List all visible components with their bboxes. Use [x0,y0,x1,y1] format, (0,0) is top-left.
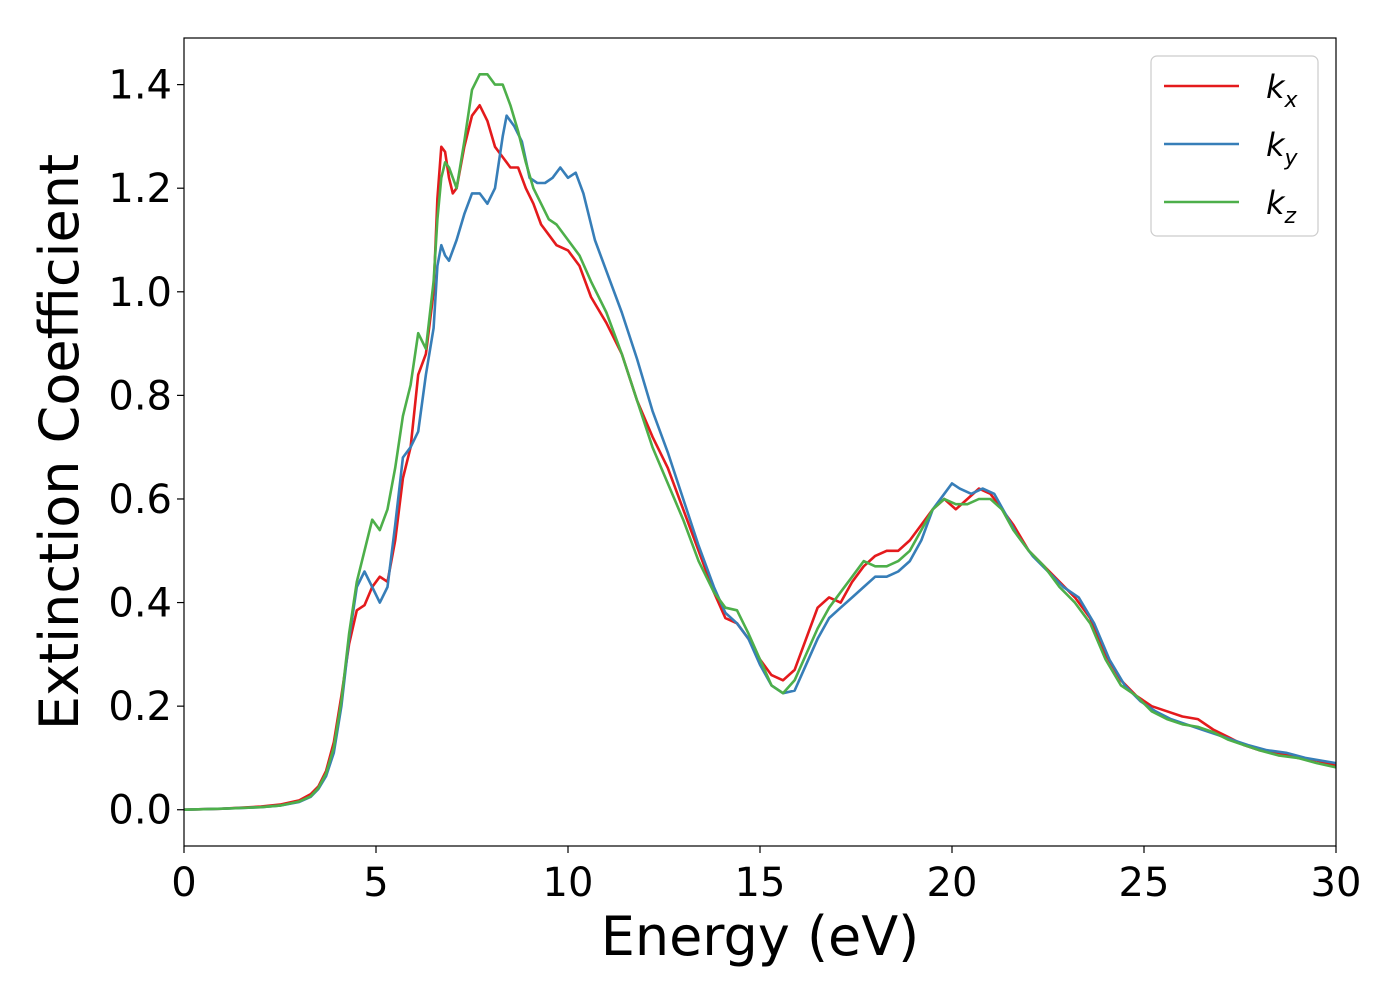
x-tick-label: 10 [543,860,594,906]
series-line-kz [183,73,1337,811]
y-axis-title: Extinction Coefficient [28,154,91,730]
legend-label-main: k [1266,68,1286,106]
x-axis: 0 5 10 15 20 25 30 [171,846,1361,906]
y-tick-label: 0.0 [108,788,172,834]
x-tick-label: 30 [1311,860,1362,906]
legend-label-sub: x [1284,88,1299,113]
x-tick-label: 25 [1119,860,1170,906]
series-line-ky [183,114,1337,811]
y-axis: 0.0 0.2 0.4 0.6 0.8 1.0 1.2 1.4 [108,63,184,834]
legend-label-ky: ky [1266,126,1299,171]
x-axis-title: Energy (eV) [601,905,920,968]
y-tick-label: 0.8 [108,373,172,419]
y-tick-label: 0.4 [108,581,172,627]
y-tick-label: 1.2 [108,166,172,212]
x-tick-label: 20 [927,860,978,906]
legend-label-kz: kz [1266,184,1297,229]
legend-label-sub: y [1284,146,1299,171]
series-line-kx [183,104,1337,811]
legend-box [1150,55,1319,237]
series-layer [183,73,1337,811]
y-tick-label: 1.0 [108,270,172,316]
y-tick-label: 1.4 [108,63,172,109]
y-tick-label: 0.2 [108,684,172,730]
y-tick-label: 0.6 [108,477,172,523]
x-tick-label: 0 [171,860,196,906]
x-tick-label: 15 [735,860,786,906]
legend-label-main: k [1266,126,1286,164]
x-tick-label: 5 [363,860,388,906]
legend-label-main: k [1266,184,1286,222]
legend-label-sub: z [1284,204,1297,229]
legend-label-kx: kx [1266,68,1299,113]
